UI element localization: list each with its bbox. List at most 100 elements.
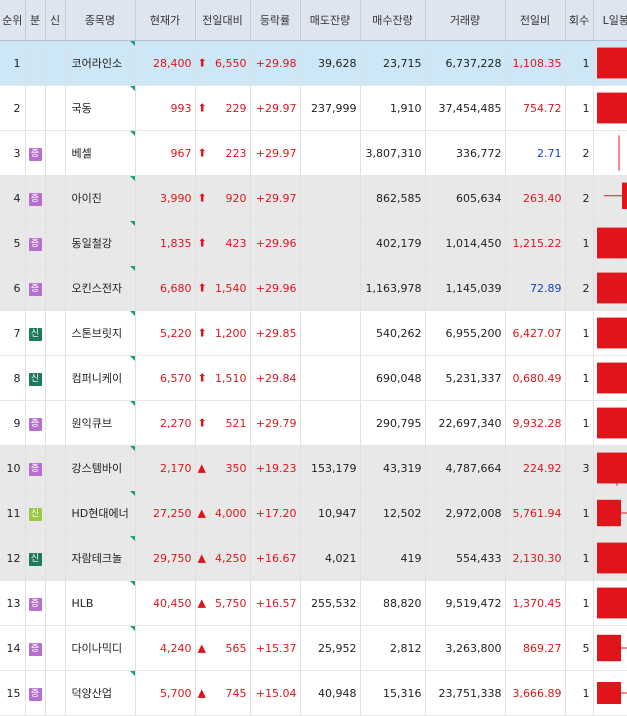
price-cell: 2,270: [135, 401, 195, 446]
header-division[interactable]: 분: [25, 0, 45, 41]
count-cell: 2: [565, 176, 593, 221]
status-badge: 증: [29, 643, 42, 656]
stock-name[interactable]: 강스템바이: [65, 446, 135, 491]
candle-chart: [594, 311, 627, 355]
daily-candle-cell: [593, 266, 627, 311]
new-cell: [45, 41, 65, 86]
header-rank[interactable]: 순위: [0, 0, 25, 41]
daily-candle-cell: [593, 446, 627, 491]
division-cell: [25, 86, 45, 131]
stock-name[interactable]: 베셀: [65, 131, 135, 176]
header-rate[interactable]: 등락률: [250, 0, 300, 41]
division-cell: 증: [25, 221, 45, 266]
ratio-cell: 0,680.49: [505, 356, 565, 401]
daily-candle-cell: [593, 311, 627, 356]
daily-candle-cell: [593, 536, 627, 581]
change-value: 1,540: [215, 282, 247, 295]
stock-name[interactable]: 코어라인소: [65, 41, 135, 86]
header-bid[interactable]: 매수잔량: [360, 0, 425, 41]
stock-name[interactable]: 컴퍼니케이: [65, 356, 135, 401]
status-badge: 증: [29, 193, 42, 206]
rate-cell: +29.85: [250, 311, 300, 356]
header-count[interactable]: 회수: [565, 0, 593, 41]
division-cell: 증: [25, 446, 45, 491]
count-cell: 1: [565, 41, 593, 86]
rank-cell: 13: [0, 581, 25, 626]
rate-cell: +29.97: [250, 131, 300, 176]
rate-cell: +29.98: [250, 41, 300, 86]
rank-cell: 9: [0, 401, 25, 446]
change-cell: ▲5,750: [195, 581, 250, 626]
up-arrow-icon: ⬆: [198, 327, 207, 340]
header-candle[interactable]: L일봉H: [593, 0, 627, 41]
rank-cell: 12: [0, 536, 25, 581]
candle-body: [597, 635, 621, 661]
stock-name[interactable]: 덕양산업: [65, 671, 135, 716]
stock-name[interactable]: 원익큐브: [65, 401, 135, 446]
header-ask[interactable]: 매도잔량: [300, 0, 360, 41]
bid-cell: 23,715: [360, 41, 425, 86]
stock-name[interactable]: 동일철강: [65, 221, 135, 266]
stock-name-label: 베셀: [72, 147, 92, 160]
candle-body: [597, 408, 627, 439]
stock-name[interactable]: 국동: [65, 86, 135, 131]
candle-body: [597, 500, 621, 526]
stock-name[interactable]: 오킨스전자: [65, 266, 135, 311]
ratio-cell: 869.27: [505, 626, 565, 671]
stock-name-label: 다이나믹디: [72, 642, 123, 655]
stock-name[interactable]: 스톤브릿지: [65, 311, 135, 356]
stock-name[interactable]: 자람테크놀: [65, 536, 135, 581]
header-ratio[interactable]: 전일비: [505, 0, 565, 41]
daily-candle-cell: [593, 356, 627, 401]
flag-icon: [130, 41, 135, 46]
header-volume[interactable]: 거래량: [425, 0, 505, 41]
stock-name[interactable]: 아이진: [65, 176, 135, 221]
new-cell: [45, 311, 65, 356]
ratio-cell: 5,761.94: [505, 491, 565, 536]
count-cell: 1: [565, 401, 593, 446]
bid-cell: 402,179: [360, 221, 425, 266]
stock-name[interactable]: HLB: [65, 581, 135, 626]
status-badge: 신: [29, 373, 42, 386]
ratio-cell: 263.40: [505, 176, 565, 221]
stock-name-label: 원익큐브: [72, 417, 112, 430]
division-cell: 증: [25, 266, 45, 311]
up-arrow-icon: ⬆: [198, 372, 207, 385]
new-cell: [45, 131, 65, 176]
division-cell: 신: [25, 536, 45, 581]
change-cell: ⬆6,550: [195, 41, 250, 86]
price-cell: 5,220: [135, 311, 195, 356]
up-arrow-icon: ⬆: [198, 147, 207, 160]
new-cell: [45, 401, 65, 446]
ask-cell: 255,532: [300, 581, 360, 626]
flag-icon: [130, 221, 135, 226]
stock-name[interactable]: 다이나믹디: [65, 626, 135, 671]
price-cell: 40,450: [135, 581, 195, 626]
header-name[interactable]: 종목명: [65, 0, 135, 41]
header-price[interactable]: 현재가: [135, 0, 195, 41]
header-change[interactable]: 전일대비: [195, 0, 250, 41]
stock-name[interactable]: HD현대에너: [65, 491, 135, 536]
status-badge: 증: [29, 238, 42, 251]
header-new[interactable]: 신: [45, 0, 65, 41]
rate-cell: +29.97: [250, 176, 300, 221]
status-badge: 신: [29, 328, 42, 341]
flag-icon: [130, 671, 135, 676]
up-arrow-icon: ▲: [198, 507, 206, 520]
